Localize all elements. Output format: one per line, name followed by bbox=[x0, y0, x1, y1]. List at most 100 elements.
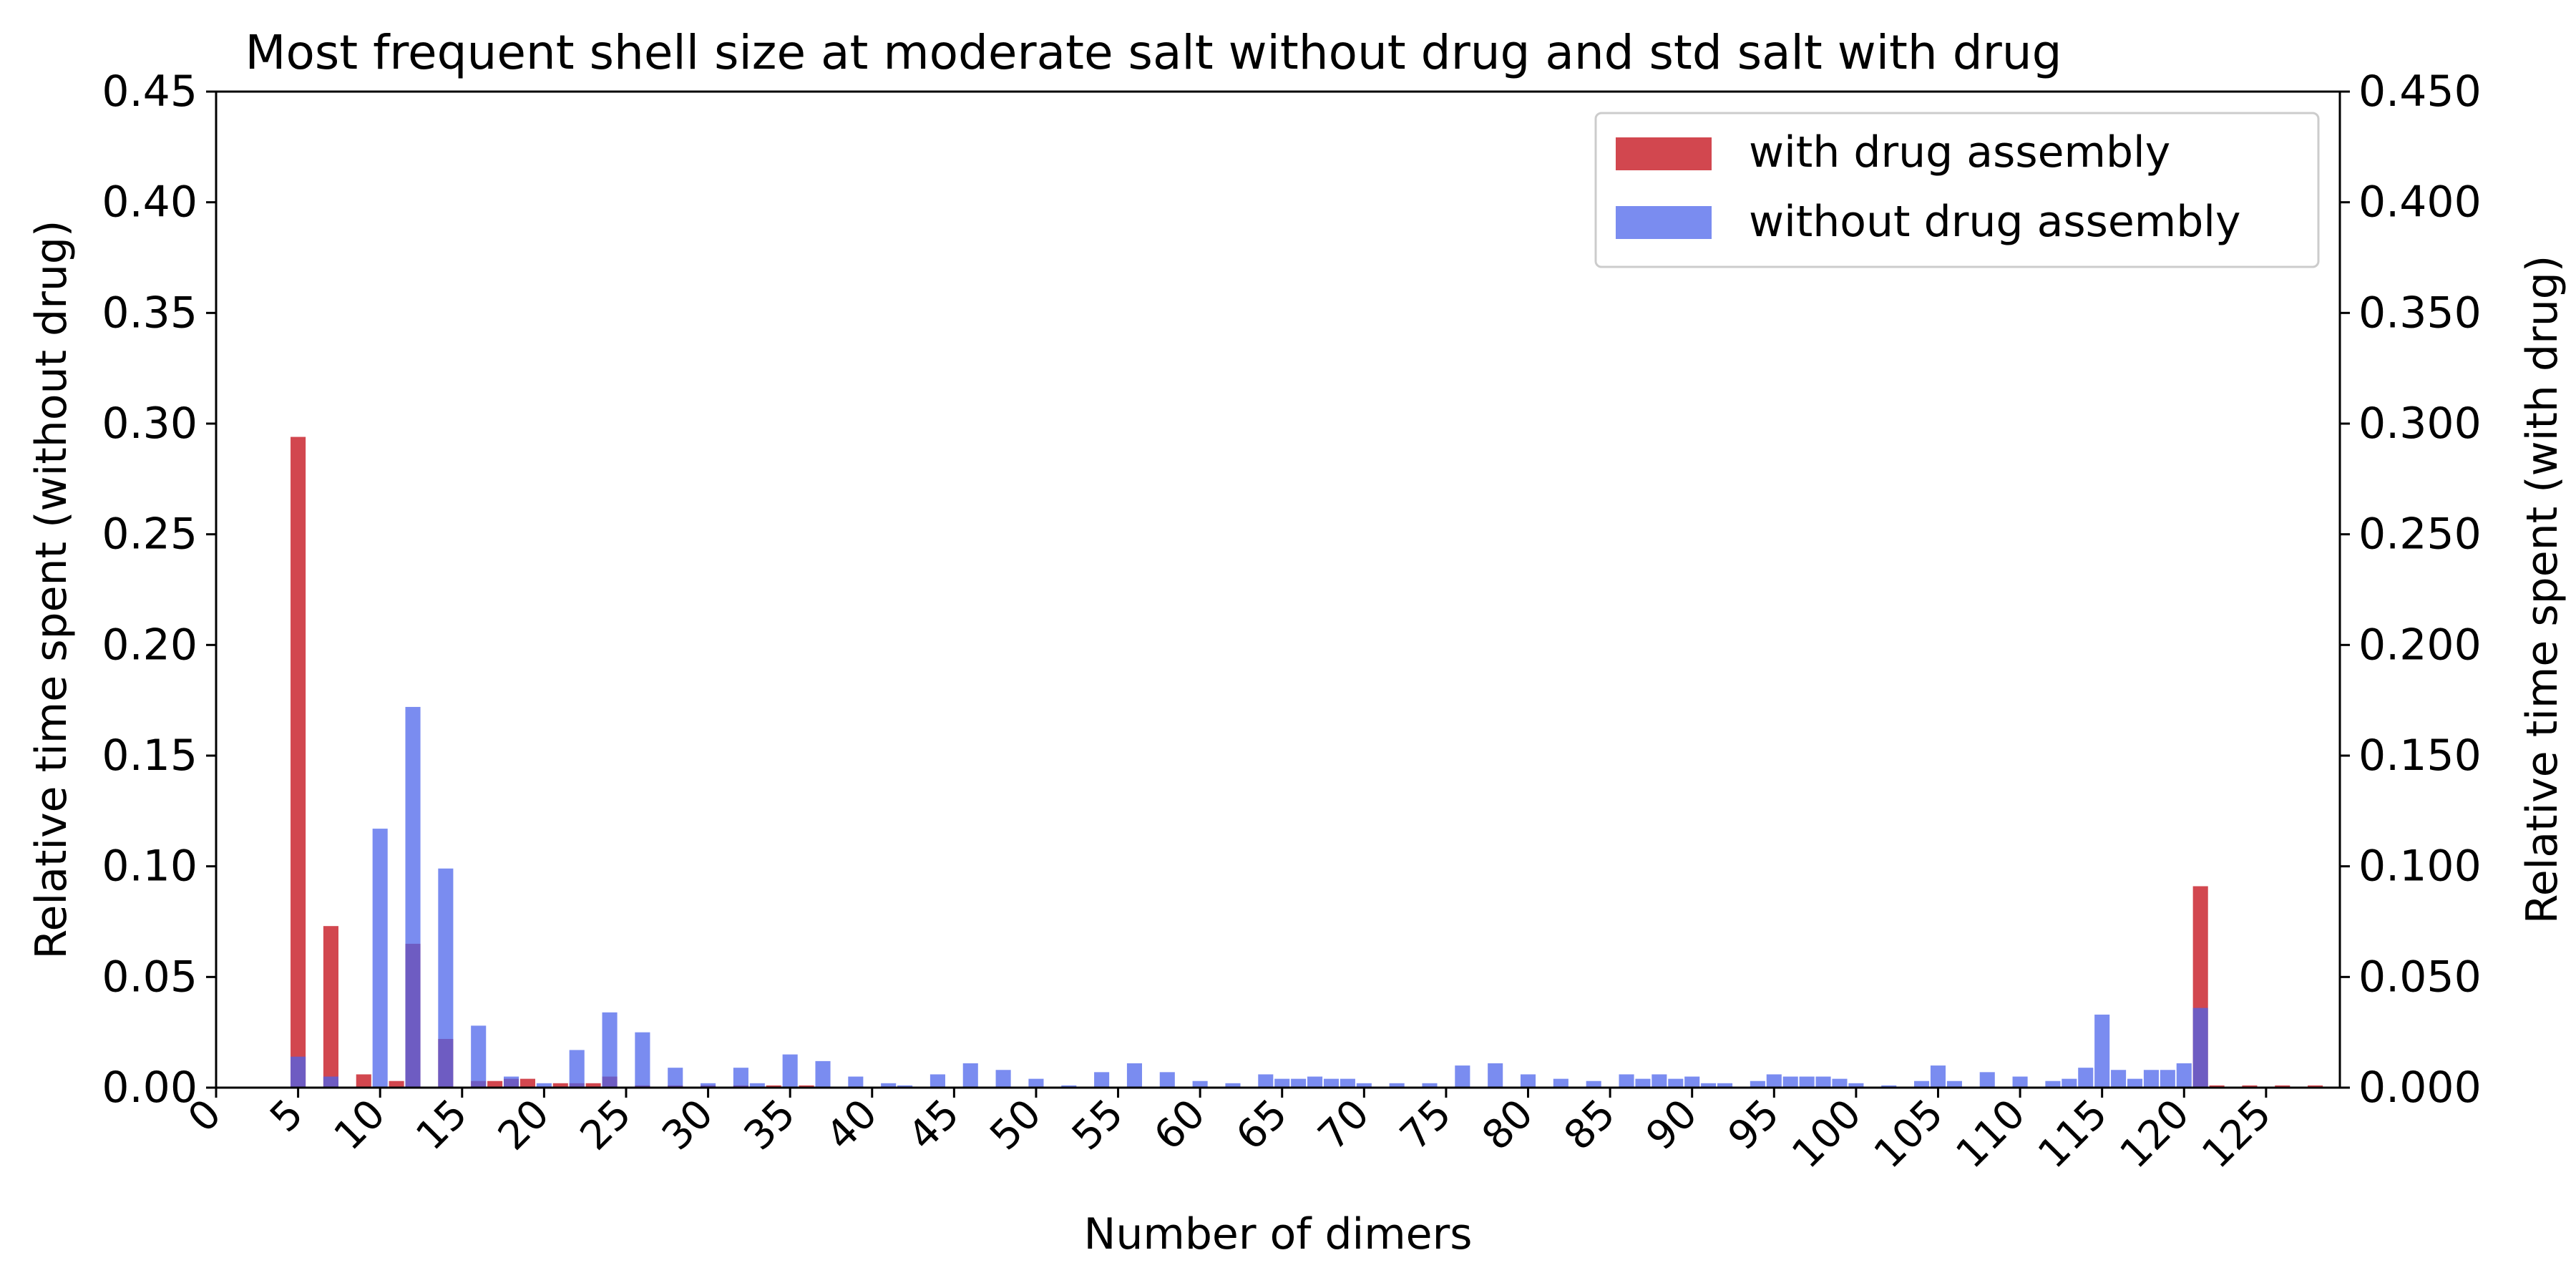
y-left-tick-label: 0.35 bbox=[102, 288, 197, 338]
without-drug-bar bbox=[323, 1076, 338, 1088]
legend-label-with-drug: with drug assembly bbox=[1749, 127, 2170, 177]
without-drug-bar bbox=[1520, 1074, 1536, 1088]
without-drug-bar bbox=[569, 1050, 585, 1088]
without-drug-bar bbox=[2127, 1078, 2143, 1088]
without-drug-bar bbox=[1258, 1074, 1274, 1088]
plot-frame bbox=[215, 90, 2341, 1089]
y-left-tick-label: 0.25 bbox=[102, 509, 197, 560]
without-drug-bar bbox=[1619, 1074, 1634, 1088]
y-right-tick-label: 0.050 bbox=[2358, 952, 2482, 1002]
with-drug-bar bbox=[487, 1080, 503, 1088]
y-left-tick-label: 0.20 bbox=[102, 620, 197, 670]
without-drug-bar bbox=[1799, 1076, 1815, 1088]
y-right-tick-label: 0.350 bbox=[2358, 288, 2482, 338]
plot-area bbox=[215, 90, 2341, 1089]
without-drug-bar bbox=[1701, 1083, 1717, 1088]
without-drug-bar bbox=[1652, 1074, 1667, 1088]
without-drug-bar bbox=[2160, 1070, 2175, 1088]
with-drug-bar bbox=[2308, 1085, 2323, 1088]
without-drug-bar bbox=[1930, 1065, 1946, 1088]
y-left-tick-label: 0.05 bbox=[102, 952, 197, 1002]
without-drug-bar bbox=[1914, 1080, 1930, 1088]
with-drug-bar bbox=[2275, 1085, 2290, 1088]
without-drug-bar bbox=[1126, 1063, 1143, 1088]
legend-frame bbox=[1594, 112, 2320, 268]
without-drug-bar bbox=[1488, 1063, 1503, 1088]
y-left-tick-label: 0.30 bbox=[102, 399, 197, 449]
without-drug-bar bbox=[1061, 1085, 1077, 1088]
without-drug-bar bbox=[881, 1083, 897, 1088]
without-drug-bar bbox=[1274, 1078, 1290, 1088]
without-drug-bar bbox=[962, 1063, 978, 1088]
without-drug-bar bbox=[1750, 1080, 1765, 1088]
without-drug-bar bbox=[291, 1056, 306, 1088]
without-drug-bar bbox=[372, 829, 388, 1088]
with-drug-bar bbox=[585, 1083, 601, 1088]
without-drug-bar bbox=[1635, 1078, 1651, 1088]
without-drug-bar bbox=[1946, 1080, 1962, 1088]
without-drug-bar bbox=[995, 1070, 1011, 1088]
y-left-tick-label: 0.00 bbox=[102, 1063, 197, 1113]
with-drug-bar bbox=[356, 1074, 371, 1088]
without-drug-bar bbox=[2176, 1063, 2192, 1088]
with-drug-bar bbox=[389, 1080, 404, 1088]
without-drug-bar bbox=[897, 1085, 913, 1088]
without-drug-bar bbox=[1782, 1076, 1798, 1088]
without-drug-bar bbox=[503, 1076, 519, 1088]
without-drug-bar bbox=[1815, 1076, 1831, 1088]
without-drug-bar bbox=[1159, 1072, 1175, 1088]
without-drug-bar bbox=[1225, 1083, 1241, 1088]
without-drug-bar bbox=[1881, 1085, 1897, 1088]
without-drug-bar bbox=[602, 1012, 618, 1088]
without-drug-bar bbox=[1340, 1078, 1355, 1088]
y-right-tick-label: 0.300 bbox=[2358, 399, 2482, 449]
without-drug-bar bbox=[1832, 1078, 1848, 1088]
without-drug-bar bbox=[1553, 1078, 1568, 1088]
with-drug-bar bbox=[2242, 1085, 2258, 1088]
y-right-tick-label: 0.100 bbox=[2358, 841, 2482, 892]
y-right-tick-label: 0.400 bbox=[2358, 177, 2482, 228]
without-drug-bar bbox=[635, 1032, 650, 1088]
without-drug-bar bbox=[2094, 1014, 2110, 1088]
without-drug-bar bbox=[1455, 1065, 1470, 1088]
without-drug-bar bbox=[701, 1083, 716, 1088]
without-drug-bars bbox=[291, 706, 2208, 1088]
y-left-tick-label: 0.10 bbox=[102, 841, 197, 892]
y-right-tick-label: 0.450 bbox=[2358, 67, 2482, 117]
y-left-tick-label: 0.45 bbox=[102, 67, 197, 117]
legend-swatch-without-drug bbox=[1616, 206, 1712, 239]
without-drug-bar bbox=[782, 1054, 798, 1088]
y-axis-right-label: Relative time spent (with drug) bbox=[2517, 255, 2567, 924]
y-right-tick-label: 0.000 bbox=[2358, 1063, 2482, 1113]
with-drug-bar bbox=[291, 436, 306, 1088]
without-drug-bar bbox=[2111, 1070, 2127, 1088]
without-drug-bar bbox=[749, 1083, 765, 1088]
legend-swatch-with-drug bbox=[1616, 137, 1712, 170]
without-drug-bar bbox=[438, 868, 454, 1088]
y-axis-left-ticks: 0.00 0.05 0.10 0.15 0.20 0.25 0.30 0.35 0.40 0.45 bbox=[102, 67, 216, 1113]
without-drug-bar bbox=[1389, 1083, 1405, 1088]
legend-label-without-drug: without drug assembly bbox=[1749, 197, 2240, 247]
with-drug-bar bbox=[799, 1085, 814, 1088]
without-drug-bar bbox=[733, 1068, 748, 1088]
y-axis-right-ticks: 0.000 0.050 0.100 0.150 0.200 0.250 0.300 0.350… bbox=[2340, 67, 2482, 1113]
without-drug-bar bbox=[1668, 1078, 1684, 1088]
without-drug-bar bbox=[1848, 1083, 1864, 1088]
with-drug-bar bbox=[2209, 1085, 2225, 1088]
with-drug-bar bbox=[552, 1083, 568, 1088]
without-drug-bar bbox=[815, 1060, 831, 1088]
chart-title: Most frequent shell size at moderate sal… bbox=[245, 25, 2062, 80]
without-drug-bar bbox=[1291, 1078, 1307, 1088]
y-right-tick-label: 0.150 bbox=[2358, 731, 2482, 781]
without-drug-bar bbox=[471, 1025, 487, 1088]
y-left-tick-label: 0.15 bbox=[102, 731, 197, 781]
with-drug-bar bbox=[766, 1085, 781, 1088]
y-right-tick-label: 0.200 bbox=[2358, 620, 2482, 670]
without-drug-bar bbox=[1094, 1072, 1110, 1088]
without-drug-bar bbox=[848, 1076, 864, 1088]
without-drug-bar bbox=[1586, 1080, 1601, 1088]
without-drug-bar bbox=[1717, 1083, 1733, 1088]
y-axis-left-label: Relative time spent (without drug) bbox=[26, 220, 77, 960]
without-drug-bar bbox=[405, 706, 421, 1088]
